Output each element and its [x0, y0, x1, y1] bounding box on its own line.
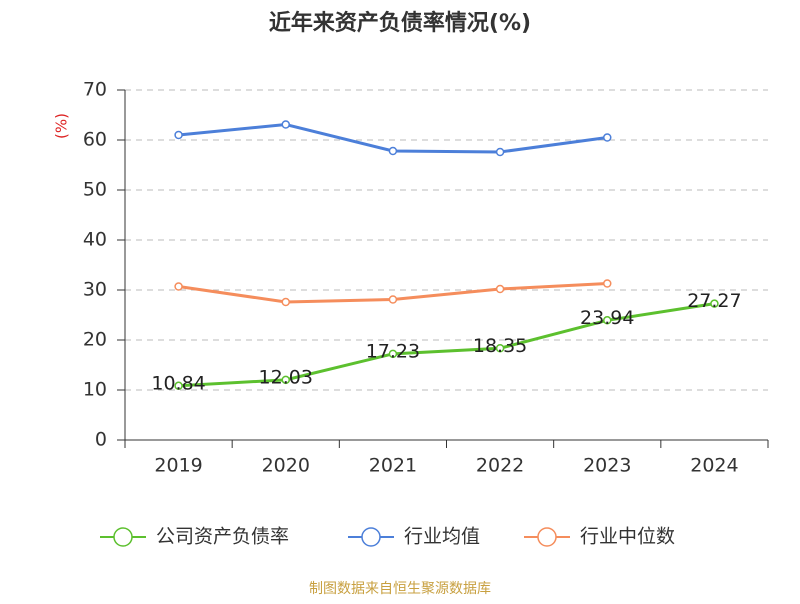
source-note: 制图数据来自恒生聚源数据库 [309, 581, 491, 597]
point [603, 133, 612, 142]
point [174, 282, 183, 291]
point [495, 284, 505, 294]
series-line [178, 302, 715, 388]
point [388, 295, 398, 304]
point [281, 375, 290, 385]
point [281, 297, 290, 307]
point [388, 349, 398, 359]
y-tick-label: 50 [83, 179, 107, 201]
legend-marker [537, 527, 557, 547]
point [603, 279, 612, 288]
x-tick-label: 2021 [369, 455, 417, 477]
data-label: 10.84 [151, 372, 205, 394]
point [174, 130, 183, 140]
y-tick-label: 10 [83, 379, 107, 401]
y-tick-label: 40 [83, 229, 107, 251]
x-tick-label: 2019 [154, 455, 202, 477]
data-label: 17.23 [366, 340, 420, 362]
y-axis-label: (%) [53, 113, 71, 139]
point [174, 381, 183, 391]
data-label: 23.94 [580, 307, 634, 329]
point [495, 147, 505, 157]
x-tick-label: 2022 [476, 455, 524, 477]
y-tick-label: 60 [83, 129, 107, 151]
point [495, 344, 505, 353]
legend-label: 行业中位数 [580, 526, 675, 548]
data-label: 18.35 [473, 335, 527, 357]
point [603, 316, 612, 325]
legend-marker [113, 527, 133, 547]
x-tick-label: 2020 [262, 455, 310, 477]
legend-label: 行业均值 [404, 526, 480, 548]
legend-marker [361, 527, 381, 547]
y-tick-label: 30 [83, 279, 107, 301]
y-tick-label: 70 [83, 79, 107, 101]
data-label: 12.03 [259, 366, 313, 388]
point [281, 120, 290, 129]
data-label: 27.27 [687, 290, 741, 312]
chart-title: 近年来资产负债率情况(%) [269, 10, 531, 36]
x-tick-label: 2023 [583, 455, 631, 477]
x-tick-label: 2024 [690, 455, 738, 477]
legend-label: 公司资产负债率 [156, 526, 289, 548]
point [388, 146, 398, 156]
y-tick-label: 0 [95, 429, 107, 451]
point [710, 299, 719, 308]
y-tick-label: 20 [83, 329, 107, 351]
